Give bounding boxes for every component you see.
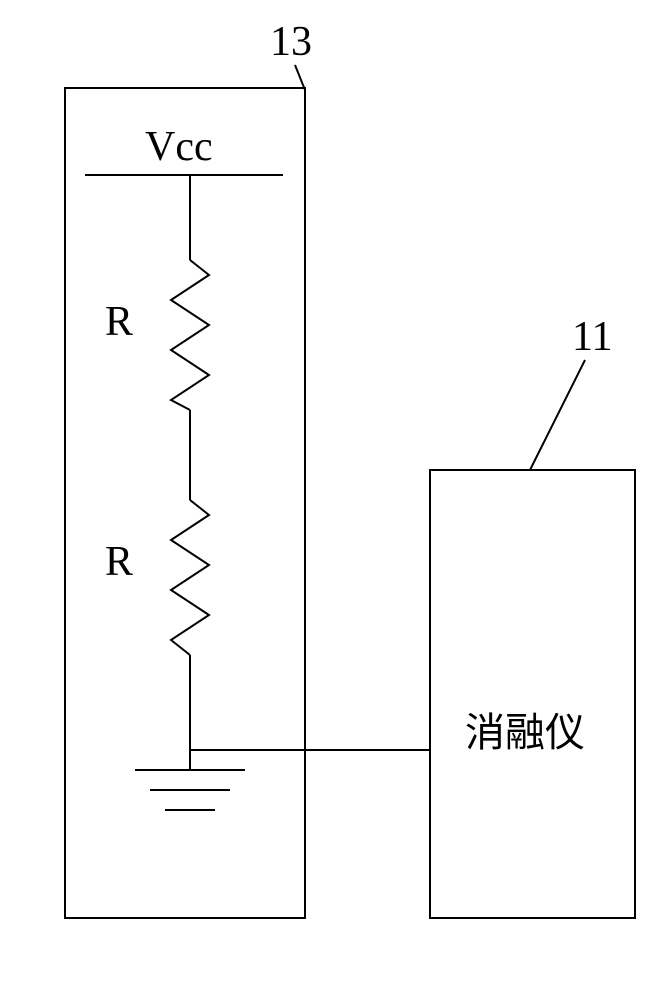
left-box (65, 88, 305, 918)
label-13: 13 (270, 18, 312, 66)
label-11: 11 (572, 313, 612, 361)
circuit-diagram-svg (0, 0, 667, 1000)
right-box (430, 470, 635, 918)
label-r2: R (105, 538, 133, 586)
resistor-r1 (171, 260, 209, 410)
label-vcc: Vcc (145, 123, 213, 171)
leader-line-11 (530, 360, 585, 470)
leader-line-13 (295, 65, 305, 90)
resistor-r2 (171, 500, 209, 655)
label-ablation-device: 消融仪 (465, 700, 585, 758)
label-r1: R (105, 298, 133, 346)
